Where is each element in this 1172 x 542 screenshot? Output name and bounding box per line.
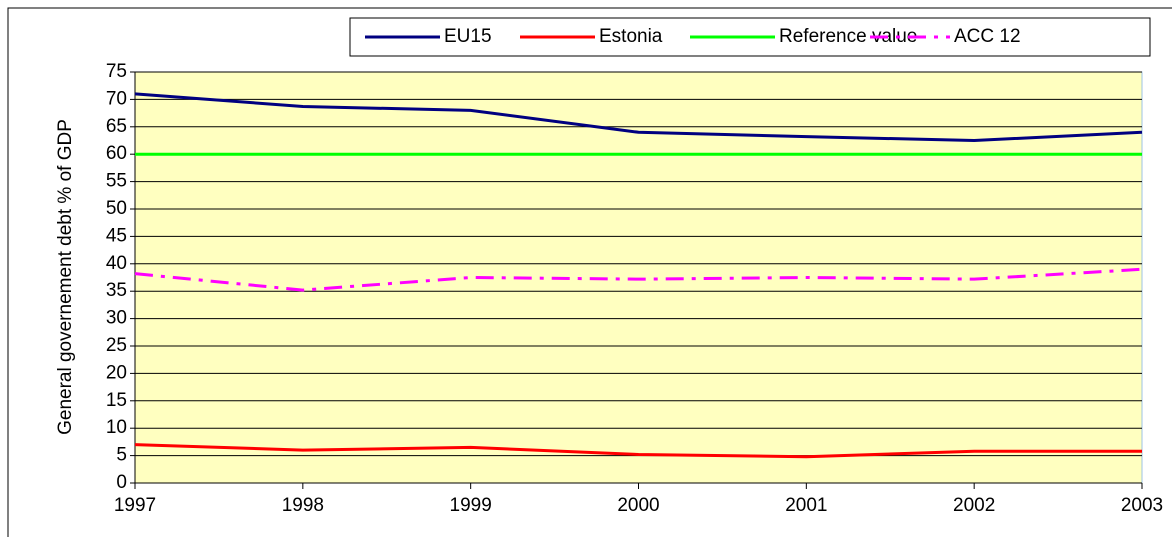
y-tick-label: 20 [106,362,127,383]
legend-label: ACC 12 [954,26,1021,47]
y-tick-label: 65 [106,116,127,137]
x-tick-label: 2002 [953,495,995,516]
y-tick-label: 40 [106,253,127,274]
legend-label: Estonia [599,26,663,47]
y-tick-label: 60 [106,143,127,164]
series-line [134,92,1143,143]
y-tick-label: 75 [106,61,127,82]
chart-frame [7,7,1172,542]
y-tick-label: 50 [106,198,127,219]
series-line [134,267,1143,292]
y-axis-label: General governement debt % of GDP [55,119,76,435]
x-tick-label: 2001 [785,495,827,516]
series-line [134,443,1142,459]
y-tick-label: 25 [106,335,127,356]
legend-label: EU15 [444,26,492,47]
y-tick-label: 45 [106,225,127,246]
y-tick-label: 5 [116,445,127,466]
y-tick-label: 55 [106,171,127,192]
y-tick-label: 10 [106,417,127,438]
y-tick-label: 70 [106,88,127,109]
y-tick-label: 0 [116,472,127,493]
x-tick-label: 1999 [450,495,492,516]
y-tick-label: 30 [106,308,127,329]
y-tick-label: 15 [106,390,127,411]
x-tick-label: 2003 [1121,495,1163,516]
x-tick-label: 1997 [114,495,156,516]
legend-label: Reference value [779,26,917,47]
x-tick-label: 1998 [282,495,324,516]
y-tick-label: 35 [106,280,127,301]
x-tick-label: 2000 [617,495,659,516]
